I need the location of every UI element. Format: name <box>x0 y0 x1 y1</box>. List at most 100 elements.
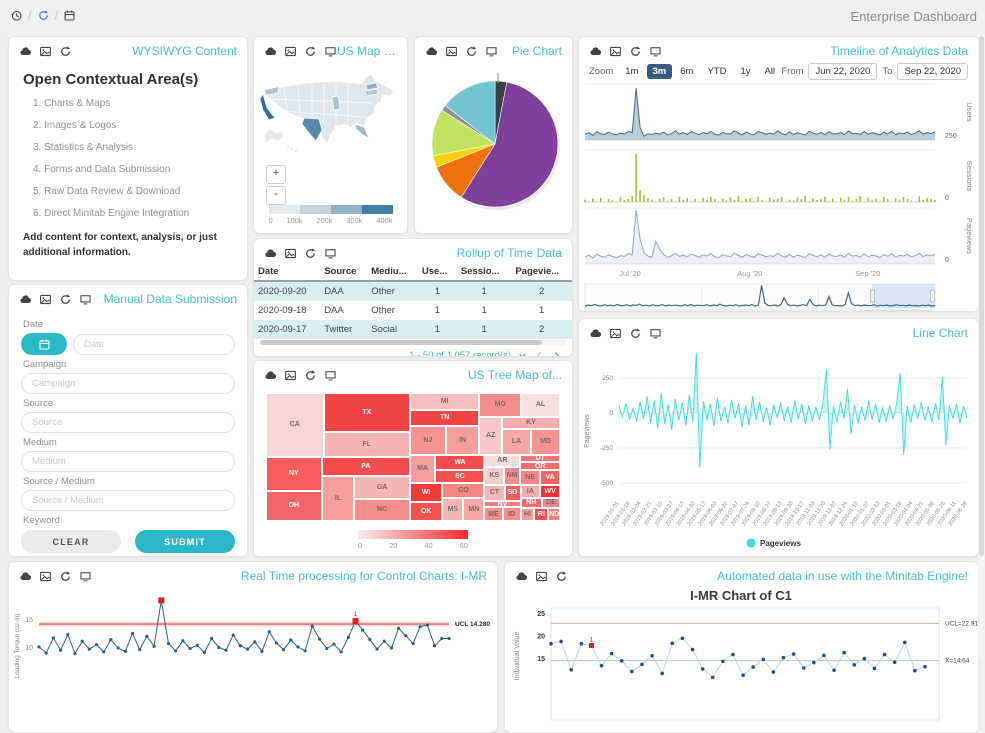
treemap-state-CT[interactable]: CT <box>484 485 504 500</box>
treemap-state-FL[interactable]: FL <box>324 432 410 457</box>
column-header[interactable]: Source <box>320 263 367 281</box>
column-header[interactable]: Sessio... <box>457 263 511 281</box>
monitor-icon[interactable] <box>324 45 337 58</box>
monitor-icon[interactable] <box>79 570 92 583</box>
timeline-from-input[interactable]: Jun 22, 2020 <box>808 63 877 80</box>
monitor-icon[interactable] <box>649 45 662 58</box>
clear-button[interactable]: CLEAR <box>21 530 121 553</box>
range-button-1y[interactable]: 1y <box>734 64 756 79</box>
navigator-handle[interactable] <box>871 290 875 302</box>
range-button-6m[interactable]: 6m <box>674 64 699 79</box>
range-button-All[interactable]: All <box>758 64 781 79</box>
refresh-icon[interactable] <box>304 247 317 260</box>
timeline-scrollbar-track[interactable] <box>585 310 935 312</box>
column-header[interactable]: Pagevie... <box>511 263 572 281</box>
source-medium-input[interactable] <box>21 490 235 511</box>
out-of-control-point[interactable] <box>352 618 358 624</box>
history-icon[interactable] <box>10 9 23 22</box>
cloud-icon[interactable] <box>19 570 32 583</box>
treemap-state-WV[interactable]: WV <box>540 485 560 497</box>
treemap-state-TX[interactable]: TX <box>324 393 410 432</box>
cloud-icon[interactable] <box>264 369 277 382</box>
navigator-handle[interactable] <box>931 290 935 302</box>
image-icon[interactable] <box>39 45 52 58</box>
medium-input[interactable] <box>21 451 235 472</box>
refresh-icon[interactable] <box>629 327 642 340</box>
image-icon[interactable] <box>445 45 458 58</box>
treemap-state-MO[interactable]: MO <box>479 393 521 417</box>
treemap-state-TN[interactable]: TN <box>410 410 480 426</box>
treemap-state-MN[interactable]: MN <box>463 498 484 521</box>
treemap-state-IL[interactable]: IL <box>322 476 355 521</box>
range-button-3m[interactable]: 3m <box>647 64 673 79</box>
refresh-icon[interactable] <box>555 570 568 583</box>
treemap-state-NM[interactable]: NM <box>504 467 520 486</box>
treemap-state-KS[interactable]: KS <box>484 467 504 486</box>
treemap-state-UT[interactable]: UT <box>520 455 560 463</box>
timeline-scrollbar-thumb[interactable] <box>858 311 932 313</box>
campaign-input[interactable] <box>21 373 235 394</box>
cloud-icon[interactable] <box>264 247 277 260</box>
treemap-state-VA[interactable]: VA <box>540 470 560 485</box>
refresh-icon[interactable] <box>59 45 72 58</box>
refresh-icon[interactable] <box>304 369 317 382</box>
out-of-control-point[interactable] <box>158 597 164 603</box>
state-FL[interactable] <box>355 124 369 138</box>
treemap-state-NJ[interactable]: NJ <box>410 426 446 455</box>
date-input[interactable] <box>73 334 235 355</box>
treemap-state-AL[interactable]: AL <box>521 393 560 417</box>
image-icon[interactable] <box>284 247 297 260</box>
treemap-state-NC[interactable]: NC <box>354 499 410 521</box>
cloud-icon[interactable] <box>264 45 277 58</box>
treemap-state-SD[interactable]: SD <box>505 485 521 500</box>
treemap-state-WI[interactable]: WI <box>410 483 442 502</box>
out-of-control-point[interactable] <box>589 643 594 648</box>
image-icon[interactable] <box>39 293 52 306</box>
page-scrollbar[interactable] <box>978 34 985 657</box>
image-icon[interactable] <box>284 369 297 382</box>
treemap-state-MS[interactable]: MS <box>442 498 463 521</box>
treemap-state-NE[interactable]: NE <box>520 470 540 485</box>
monitor-icon[interactable] <box>79 293 92 306</box>
treemap-state-NV[interactable]: NV <box>484 501 520 508</box>
column-header[interactable]: Mediu... <box>367 263 418 281</box>
cloud-icon[interactable] <box>589 45 602 58</box>
treemap-state-DE[interactable]: DE <box>542 498 560 508</box>
refresh-icon[interactable] <box>465 45 478 58</box>
navigator-selection[interactable] <box>872 284 935 308</box>
range-button-1m[interactable]: 1m <box>619 64 644 79</box>
treemap-state-RI[interactable]: RI <box>534 508 548 521</box>
treemap-state-IN[interactable]: IN <box>446 426 480 455</box>
column-header[interactable]: Date <box>254 263 320 281</box>
image-icon[interactable] <box>284 45 297 58</box>
treemap-state-ID[interactable]: ID <box>503 507 521 521</box>
monitor-icon[interactable] <box>324 369 337 382</box>
refresh-icon[interactable] <box>629 45 642 58</box>
treemap-state-ND[interactable]: ND <box>548 508 560 521</box>
image-icon[interactable] <box>609 327 622 340</box>
treemap-state-MI[interactable]: MI <box>410 393 480 410</box>
treemap-state-MD[interactable]: MD <box>531 429 560 454</box>
treemap-state-WA[interactable]: WA <box>435 455 484 470</box>
treemap-state-IA[interactable]: IA <box>521 485 541 497</box>
column-header[interactable]: Use... <box>418 263 457 281</box>
treemap-state-HI[interactable]: HI <box>521 508 535 521</box>
refresh-icon[interactable] <box>59 293 72 306</box>
page-scrollbar-thumb[interactable] <box>979 36 984 556</box>
treemap-state-KY[interactable]: KY <box>502 417 560 430</box>
map-zoom-out-button[interactable]: - <box>266 186 286 205</box>
treemap-state-GA[interactable]: GA <box>354 476 410 499</box>
treemap-state-CO[interactable]: CO <box>442 483 484 498</box>
table-horizontal-scrollbar[interactable] <box>260 340 566 345</box>
timeline-to-input[interactable]: Sep 22, 2020 <box>897 63 968 80</box>
treemap-state-AZ[interactable]: AZ <box>479 417 502 455</box>
image-icon[interactable] <box>535 570 548 583</box>
refresh-icon[interactable] <box>37 9 50 22</box>
treemap-state-OK[interactable]: OK <box>410 502 442 521</box>
cloud-icon[interactable] <box>589 327 602 340</box>
treemap-state-NH[interactable]: NH <box>521 498 542 508</box>
image-icon[interactable] <box>39 570 52 583</box>
